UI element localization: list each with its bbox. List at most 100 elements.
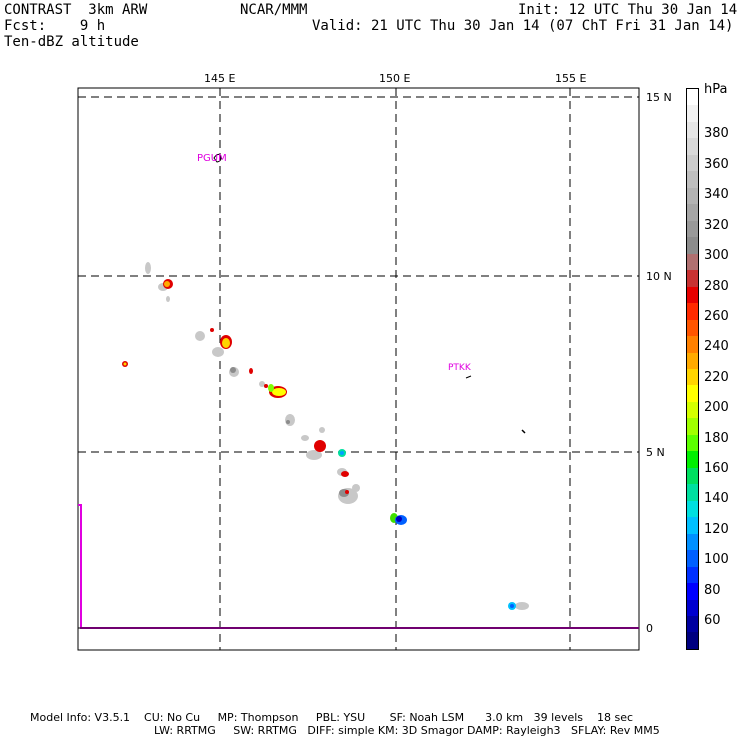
colorbar-label: 380 — [704, 126, 729, 141]
init-time: Init: 12 UTC Thu 30 Jan 14 — [518, 2, 738, 18]
colorbar-swatch — [687, 187, 698, 205]
echo-cell — [272, 388, 286, 396]
lat-label-5n: 5 N — [646, 446, 665, 459]
colorbar-swatch — [687, 220, 698, 238]
echo-cell — [301, 435, 309, 441]
colorbar-label: 300 — [704, 248, 729, 263]
colorbar-swatch — [687, 368, 698, 386]
colorbar-swatch — [687, 171, 698, 188]
colorbar-label: 200 — [704, 400, 729, 415]
colorbar-swatch — [687, 418, 698, 435]
colorbar-swatch — [687, 566, 698, 584]
colorbar-label: 60 — [704, 613, 721, 628]
lat-label-0: 0 — [646, 622, 653, 635]
echo-cell — [249, 368, 253, 374]
colorbar-swatch — [687, 451, 698, 468]
valid-time: Valid: 21 UTC Thu 30 Jan 14 (07 ChT Fri … — [312, 18, 734, 34]
lon-label-155: 155 E — [555, 72, 587, 85]
map-frame — [77, 87, 640, 651]
model-info-line1: Model Info: V3.5.1 CU: No Cu MP: Thompso… — [30, 711, 634, 724]
colorbar-label: 360 — [704, 157, 729, 172]
echo-cell — [341, 471, 349, 477]
echo-cell — [314, 440, 326, 452]
colorbar-swatch — [687, 467, 698, 485]
colorbar-swatch — [687, 434, 698, 452]
echo-cell — [286, 420, 290, 424]
colorbar-swatch — [687, 138, 698, 155]
colorbar-swatch — [687, 385, 698, 402]
echo-cell — [319, 427, 325, 433]
field-name: Ten-dBZ altitude — [4, 34, 139, 50]
colorbar-swatch — [687, 303, 698, 320]
lat-label-15n: 15 N — [646, 91, 672, 104]
colorbar-swatch — [687, 616, 698, 633]
grid-lines — [78, 88, 639, 650]
colorbar-swatch — [687, 517, 698, 534]
colorbar-swatch — [687, 336, 698, 353]
echo-cells-cool — [338, 449, 516, 610]
colorbar-swatch — [687, 319, 698, 337]
lon-label-150: 150 E — [379, 72, 411, 85]
colorbar-swatch — [687, 89, 698, 106]
colorbar-label: 180 — [704, 431, 729, 446]
colorbar-unit: hPa — [704, 82, 728, 97]
colorbar-swatch — [687, 352, 698, 369]
model-title: CONTRAST 3km ARW — [4, 2, 148, 18]
model-info-line2: LW: RRTMG SW: RRTMG DIFF: simple KM: 3D … — [154, 724, 660, 737]
echo-cell — [268, 384, 274, 392]
lat-label-10n: 10 N — [646, 270, 672, 283]
colorbar-label: 240 — [704, 339, 729, 354]
colorbar-swatch — [687, 204, 698, 221]
colorbar-swatch — [687, 121, 698, 139]
echo-cell — [510, 604, 514, 608]
echo-cell — [123, 362, 127, 366]
echo-cell — [285, 414, 295, 426]
small-island-east — [521, 429, 526, 434]
forecast-hour: Fcst: 9 h — [4, 18, 106, 34]
echo-cells-warm — [123, 281, 286, 396]
echo-cell — [212, 347, 224, 357]
colorbar-label: 320 — [704, 218, 729, 233]
echo-cell — [222, 338, 230, 348]
echo-cell — [515, 602, 529, 610]
chuuk-island — [465, 375, 472, 379]
colorbar-label: 120 — [704, 522, 729, 537]
echo-cell — [164, 281, 170, 287]
echo-cell — [166, 296, 170, 302]
colorbar-swatch — [687, 270, 698, 287]
echo-cell — [340, 451, 344, 455]
colorbar — [686, 88, 699, 650]
echo-cell — [264, 384, 268, 388]
colorbar-label: 160 — [704, 461, 729, 476]
colorbar-swatch — [687, 533, 698, 551]
colorbar-swatch — [687, 237, 698, 254]
colorbar-swatch — [687, 286, 698, 304]
colorbar-swatch — [687, 599, 698, 616]
colorbar-label: 100 — [704, 552, 729, 567]
center-name: NCAR/MMM — [240, 2, 308, 18]
station-label-ptkk: PTKK — [448, 363, 472, 373]
colorbar-swatch — [687, 105, 698, 122]
station-label-pgum: PGUM — [197, 153, 227, 164]
echo-cell — [145, 262, 151, 274]
colorbar-label: 340 — [704, 187, 729, 202]
colorbar-label: 260 — [704, 309, 729, 324]
colorbar-swatch — [687, 500, 698, 518]
colorbar-swatch — [687, 583, 698, 600]
colorbar-swatch — [687, 154, 698, 172]
colorbar-label: 80 — [704, 583, 721, 598]
colorbar-swatch — [687, 632, 698, 649]
echo-cell — [210, 328, 214, 332]
colorbar-label: 220 — [704, 370, 729, 385]
lon-label-145: 145 E — [204, 72, 236, 85]
colorbar-swatch — [687, 401, 698, 419]
echo-cell — [195, 331, 205, 341]
echo-cell — [306, 450, 322, 460]
echo-cell — [259, 381, 265, 387]
echo-cell — [230, 367, 236, 373]
guam-island — [213, 153, 222, 163]
colorbar-label: 280 — [704, 279, 729, 294]
echo-cell — [345, 490, 349, 494]
echo-cell — [352, 484, 360, 492]
